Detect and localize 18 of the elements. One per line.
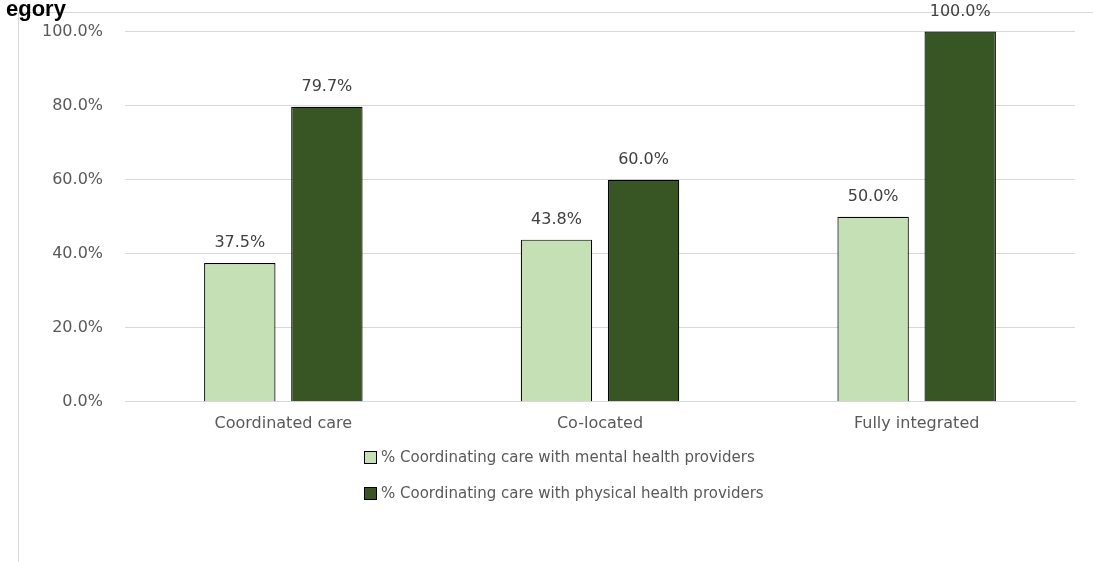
legend-label: % Coordinating care with mental health providers xyxy=(381,448,755,466)
x-tick-label: Co-located xyxy=(556,412,644,432)
y-tick-label: 60.0% xyxy=(52,168,104,188)
y-tick-label: 0.0% xyxy=(62,390,104,410)
data-label: 100.0% xyxy=(929,0,991,20)
y-tick-label: 100.0% xyxy=(41,20,104,40)
x-tick-label: Fully integrated xyxy=(853,412,980,432)
y-tick-label: 20.0% xyxy=(52,316,104,336)
data-label: 79.7% xyxy=(301,75,353,95)
x-tick-label: Coordinated care xyxy=(214,412,353,432)
y-tick-label: 80.0% xyxy=(52,94,104,114)
data-label: 60.0% xyxy=(618,148,669,168)
data-label: 50.0% xyxy=(847,185,899,205)
y-tick-label: 40.0% xyxy=(52,242,104,262)
chart-title: egory xyxy=(6,0,66,22)
data-label: 43.8% xyxy=(531,208,582,228)
data-label: 37.5% xyxy=(214,232,266,252)
legend-label: % Coordinating care with physical health providers xyxy=(381,484,764,502)
